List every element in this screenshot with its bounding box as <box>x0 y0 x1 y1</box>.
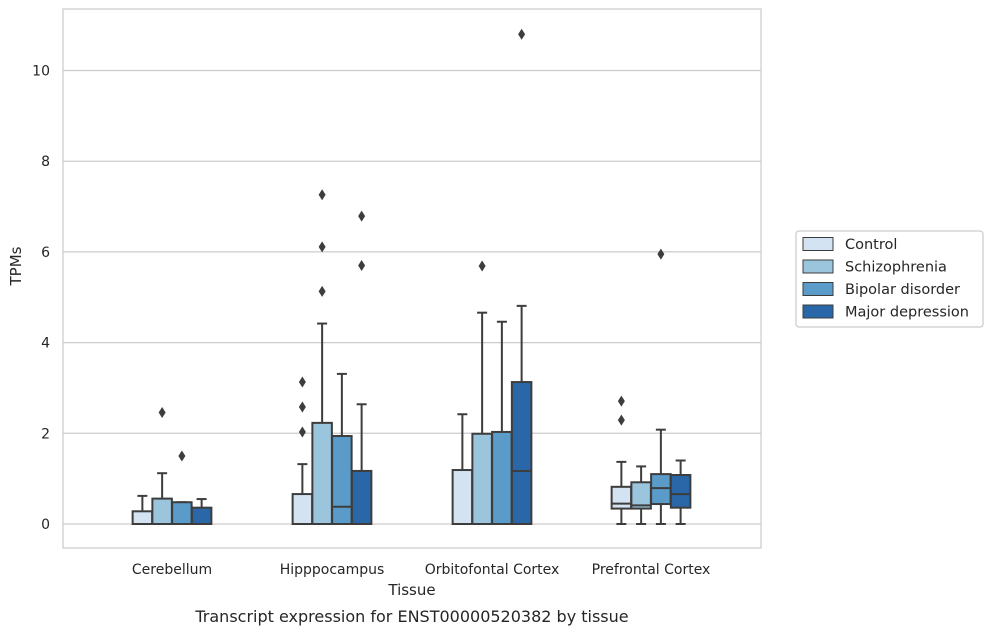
outlier-point <box>158 406 166 418</box>
box <box>311 189 333 526</box>
x-tick-labels: Cerebellum Hipppocampus Orbitofontal Corte… <box>132 562 710 578</box>
legend-swatch <box>802 237 834 251</box>
outlier-point <box>298 376 306 388</box>
box-body <box>451 469 474 526</box>
y-tick-label: 4 <box>41 336 50 352</box>
box <box>669 459 692 525</box>
outlier-point <box>318 285 326 297</box>
legend-swatch <box>802 304 834 319</box>
legend-label: Major depression <box>845 305 969 321</box>
box-groups <box>131 28 692 526</box>
legend-label: Bipolar disorder <box>845 282 960 298</box>
gridlines <box>63 69 761 525</box>
box-body <box>471 432 493 526</box>
box-body <box>190 506 213 526</box>
y-axis-title: TPMs <box>7 246 25 286</box>
outlier-point <box>318 189 326 201</box>
y-tick-label: 0 <box>41 517 50 533</box>
y-tick-label: 2 <box>41 426 50 442</box>
legend-swatch <box>802 282 834 296</box>
box <box>471 260 493 526</box>
box <box>331 372 353 525</box>
box-body <box>610 485 633 510</box>
box <box>131 494 154 526</box>
x-axis-title: Tissue <box>387 581 435 599</box>
box <box>350 210 373 525</box>
box <box>610 395 633 525</box>
box <box>630 465 652 525</box>
box <box>510 28 533 525</box>
legend-frame <box>795 230 984 328</box>
x-tick-label: Cerebellum <box>132 562 212 578</box>
box <box>151 406 173 526</box>
outlier-point <box>358 210 366 222</box>
outlier-point <box>358 260 366 272</box>
box-body <box>291 493 314 525</box>
legend-swatch <box>802 259 834 274</box>
series-bipolar-disorder <box>171 248 672 526</box>
box-body <box>510 381 533 525</box>
series-control <box>131 376 633 526</box>
box-body <box>350 469 373 525</box>
outlier-point <box>178 450 186 462</box>
box-body <box>171 501 193 525</box>
y-tick-label: 10 <box>32 64 50 80</box>
box <box>650 248 672 525</box>
box <box>491 320 513 526</box>
outlier-point <box>657 248 665 260</box>
series-schizophrenia <box>151 189 652 526</box>
box-body <box>331 435 353 525</box>
y-tick-label: 6 <box>41 245 50 261</box>
outlier-point <box>617 414 625 426</box>
outlier-point <box>298 401 306 413</box>
x-tick-label: Prefrontal Cortex <box>592 562 711 578</box>
box-body <box>491 430 513 526</box>
box <box>451 413 474 526</box>
outlier-point <box>478 260 486 272</box>
legend-label: Schizophrenia <box>845 260 947 276</box>
plot-frame <box>62 8 762 549</box>
y-tick-label: 8 <box>41 154 50 170</box>
legend-label: Control <box>845 237 897 253</box>
box <box>171 450 193 525</box>
box <box>291 376 314 525</box>
box-body <box>151 497 173 526</box>
y-tick-labels: 0 2 4 6 8 10 <box>32 64 50 534</box>
x-tick-label: Hipppocampus <box>280 562 385 578</box>
box-body <box>131 510 154 526</box>
outlier-point <box>518 28 526 40</box>
outlier-point <box>617 395 625 407</box>
box <box>190 498 213 526</box>
box-body <box>311 421 333 526</box>
box-body <box>669 474 692 509</box>
x-tick-label: Orbitofontal Cortex <box>425 562 560 578</box>
outlier-point <box>318 241 326 253</box>
series-major-depression <box>190 28 692 526</box>
legend: Control Schizophrenia Bipolar disorder Majo… <box>795 230 984 328</box>
chart-caption: Transcript expression for ENST0000052038… <box>194 607 628 626</box>
outlier-point <box>298 426 306 438</box>
